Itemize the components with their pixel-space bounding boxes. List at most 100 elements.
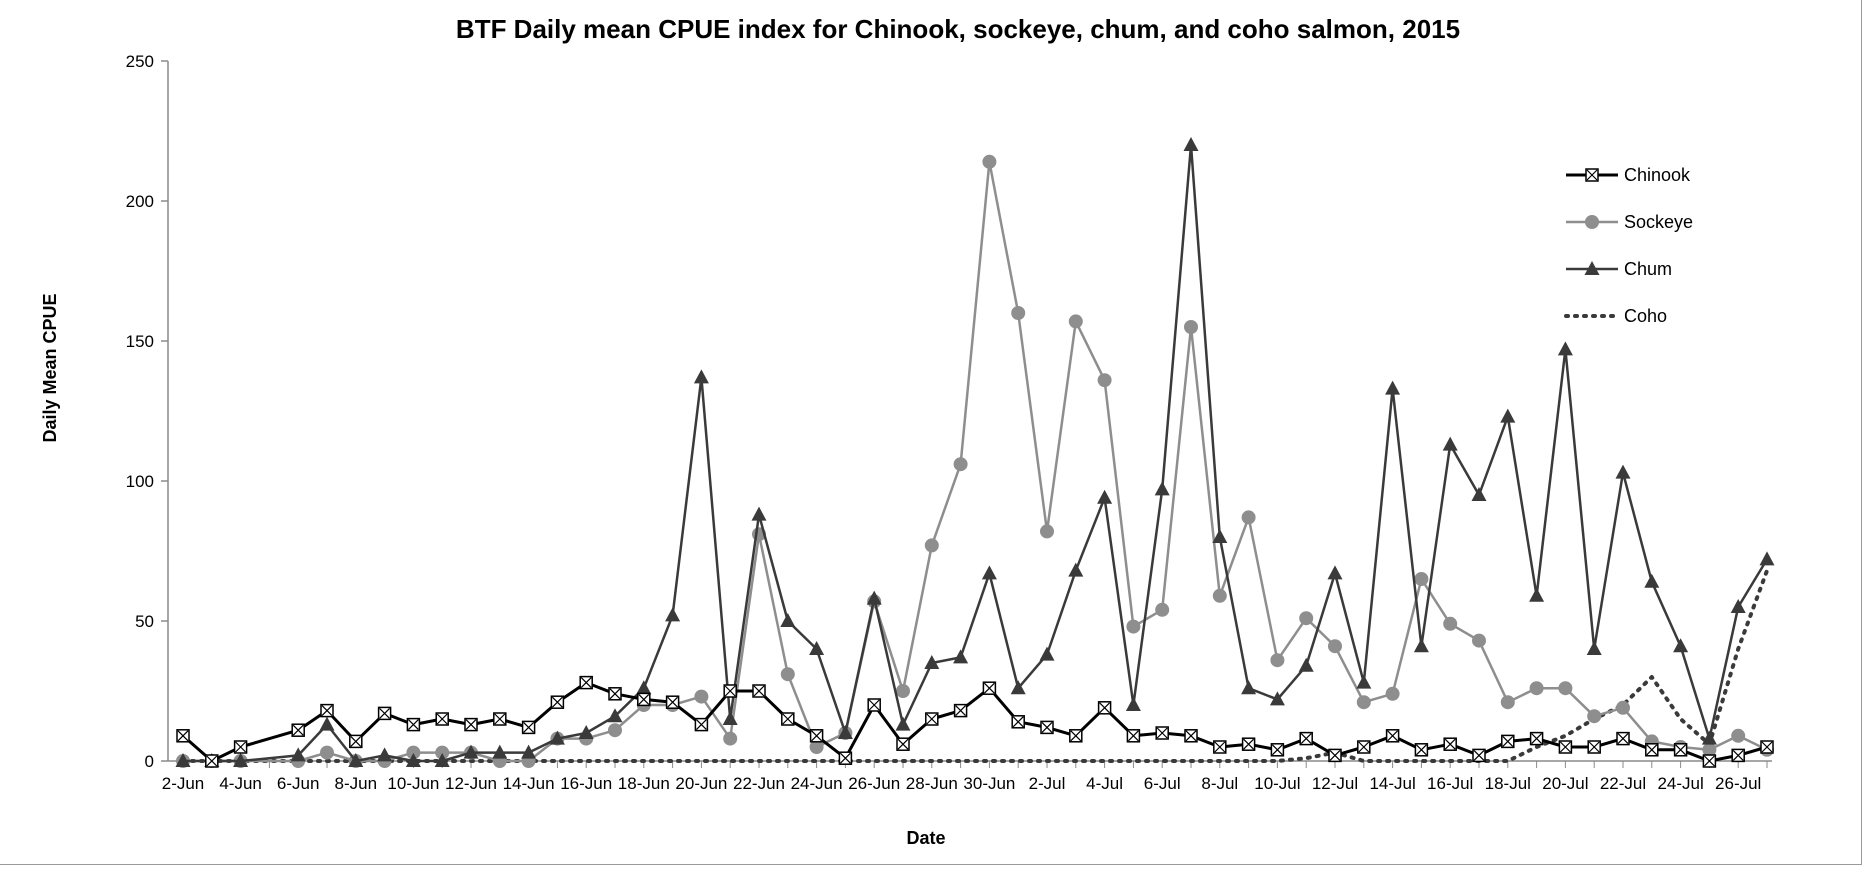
data-point-chinook — [1414, 743, 1429, 757]
data-point-chinook — [1673, 743, 1688, 757]
x-tick-label: 6-Jun — [277, 774, 320, 793]
legend-label-chum: Chum — [1624, 259, 1672, 279]
data-point-chum — [319, 716, 335, 731]
series-sockeye — [176, 154, 1774, 768]
data-point-chum — [1356, 674, 1372, 689]
data-point-chinook-cross — [1041, 721, 1053, 733]
data-point-chinook-cross — [177, 730, 189, 742]
data-point-chinook-cross — [753, 685, 765, 697]
data-point-sockeye — [1126, 619, 1141, 634]
x-tick-label: 22-Jun — [733, 774, 785, 793]
legend-item-sockeye: Sockeye — [1566, 212, 1693, 232]
data-point-chinook-cross — [494, 713, 506, 725]
x-axis-title: Date — [906, 828, 945, 848]
data-point-chinook-cross — [436, 713, 448, 725]
x-tick-label: 20-Jun — [675, 774, 727, 793]
data-point-chum — [405, 753, 421, 767]
data-point-chinook-cross — [1156, 727, 1168, 739]
data-point-chum — [751, 506, 767, 521]
x-tick-label: 2-Jun — [162, 774, 205, 793]
data-point-chum — [233, 753, 249, 767]
data-point-chinook — [781, 712, 795, 726]
data-point-chinook-cross — [1531, 733, 1543, 745]
data-point-sockeye — [982, 154, 997, 169]
data-point-chinook — [1529, 731, 1544, 746]
data-point-chinook-cross — [609, 688, 621, 700]
data-point-sockeye — [924, 538, 939, 553]
data-point-chum — [780, 613, 796, 627]
data-point-chum — [1759, 551, 1775, 566]
data-point-chinook-cross — [839, 752, 851, 764]
data-point-sockeye — [1731, 728, 1746, 743]
data-point-chinook-cross — [465, 719, 477, 731]
chart-title: BTF Daily mean CPUE index for Chinook, s… — [456, 14, 1460, 44]
data-point-chinook-cross — [1559, 741, 1571, 753]
data-point-chum — [1298, 657, 1314, 672]
data-point-sockeye — [694, 689, 709, 704]
data-point-sockeye — [1011, 306, 1026, 320]
data-point-chum — [1471, 487, 1487, 501]
data-point-chum — [1615, 464, 1631, 479]
data-point-chinook-cross — [983, 682, 995, 694]
data-point-chum — [693, 369, 709, 384]
data-point-sockeye — [1270, 653, 1285, 668]
data-point-chinook-cross — [1502, 735, 1514, 747]
data-point-chum — [924, 655, 940, 669]
data-point-chinook — [1501, 734, 1515, 749]
data-point-chinook — [1213, 740, 1227, 754]
data-point-chum — [1241, 680, 1257, 695]
data-point-sockeye — [1587, 709, 1602, 724]
data-point-chum — [492, 744, 508, 759]
data-point-chinook-cross — [206, 755, 218, 767]
data-point-chinook — [1241, 737, 1256, 751]
legend-item-chinook: Chinook — [1566, 165, 1691, 185]
legend-marker-chum — [1584, 261, 1600, 275]
data-point-sockeye — [1097, 373, 1112, 388]
data-point-chinook-cross — [321, 705, 333, 717]
data-point-chum — [377, 747, 393, 762]
data-point-chinook — [752, 684, 766, 698]
data-point-sockeye — [320, 745, 334, 760]
y-tick-label: 50 — [135, 612, 154, 631]
data-point-chum — [722, 711, 738, 725]
data-point-chinook-cross — [926, 713, 938, 725]
data-point-chinook-cross — [1070, 730, 1082, 742]
data-point-chum — [521, 744, 537, 759]
data-point-sockeye — [1414, 572, 1429, 586]
data-point-chinook-cross — [811, 730, 823, 742]
x-tick-label: 2-Jul — [1029, 774, 1066, 793]
data-point-chum — [1385, 380, 1401, 395]
x-tick-label: 26-Jul — [1715, 774, 1761, 793]
data-point-chinook-cross — [1415, 744, 1427, 756]
data-point-chum — [1154, 481, 1170, 496]
data-point-chinook — [723, 684, 737, 698]
legend: Chinook Sockeye Chum Coho — [1564, 165, 1693, 326]
data-point-sockeye — [1616, 700, 1630, 715]
data-point-chum — [348, 753, 364, 767]
x-tick-label: 30-Jun — [963, 774, 1015, 793]
data-point-sockeye — [896, 684, 910, 698]
data-point-chinook-cross — [1703, 755, 1715, 767]
data-point-chinook-cross — [1271, 744, 1283, 756]
data-point-chum — [290, 747, 306, 762]
data-point-chum — [665, 607, 681, 622]
data-point-chinook — [377, 706, 392, 721]
x-tick-label: 26-Jun — [848, 774, 900, 793]
data-point-chum — [1730, 599, 1746, 613]
series-chinook — [176, 675, 1774, 768]
data-point-chinook — [1126, 729, 1141, 743]
data-point-chinook-cross — [695, 719, 707, 731]
series-line-sockeye — [183, 160, 1768, 763]
legend-marker-chinook-cross — [1586, 169, 1598, 181]
data-point-chinook-cross — [235, 741, 247, 753]
data-point-chinook-cross — [292, 724, 304, 736]
data-point-chinook — [1760, 740, 1774, 754]
x-tick-label: 10-Jun — [387, 774, 439, 793]
data-point-chinook — [1328, 748, 1342, 763]
data-point-sockeye — [608, 723, 622, 738]
data-point-chum — [1212, 529, 1228, 543]
data-point-chum — [1125, 697, 1141, 711]
x-tick-label: 22-Jul — [1600, 774, 1646, 793]
data-point-chum — [1010, 680, 1026, 695]
